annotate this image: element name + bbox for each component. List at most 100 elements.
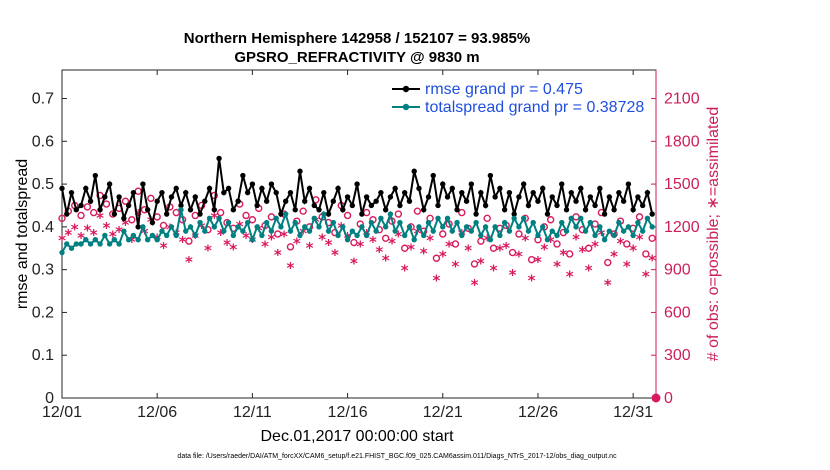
totalspread-point	[135, 237, 141, 243]
rmse-point	[578, 185, 584, 192]
totalspread-point	[587, 219, 594, 226]
y2-tick-label: 1200	[664, 219, 700, 236]
rmse-point	[644, 189, 651, 196]
totalspread-point	[368, 219, 375, 226]
obs-possible-point	[477, 237, 485, 245]
totalspread-point	[601, 237, 608, 243]
totalspread-point	[487, 237, 494, 243]
rmse-point	[263, 198, 270, 204]
rmse-point	[83, 185, 89, 192]
totalspread-point	[130, 232, 137, 239]
obs-assimilated-point: *	[96, 209, 104, 227]
rmse-point	[387, 194, 394, 200]
totalspread-point	[630, 232, 636, 239]
totalspread-point	[397, 219, 403, 226]
rmse-point	[235, 198, 241, 204]
obs-assimilated-point: *	[280, 227, 288, 245]
totalspread-point	[178, 207, 184, 213]
obs-possible-point	[242, 211, 250, 220]
totalspread-point	[354, 232, 360, 239]
y2-axis-label: # of obs: o=possible; ∗=assimilated	[705, 107, 722, 361]
rmse-point	[511, 211, 517, 217]
totalspread-point	[635, 219, 641, 226]
totalspread-point	[559, 219, 565, 226]
x-tick-label: 12/26	[518, 404, 558, 421]
rmse-point	[168, 194, 175, 200]
totalspread-point	[582, 228, 589, 234]
obs-assimilated-point: *	[648, 252, 656, 270]
obs-assimilated-point: *	[318, 230, 326, 248]
obs-possible-point	[458, 208, 466, 217]
x-axis-label: Dec.01,2017 00:00:00 start	[260, 428, 454, 445]
obs-assimilated-point: *	[210, 209, 218, 227]
totalspread-point	[68, 245, 75, 251]
rmse-point	[111, 211, 118, 217]
totalspread-point	[363, 232, 370, 239]
rmse-point	[87, 198, 94, 204]
rmse-point	[68, 189, 75, 196]
totalspread-point	[416, 224, 422, 230]
obs-assimilated-point: *	[299, 225, 307, 243]
totalspread-point	[463, 224, 470, 230]
legend: rmse grand pr = 0.475 totalspread grand …	[390, 80, 648, 116]
obs-assimilated-point: *	[585, 262, 593, 280]
obs-assimilated-point: *	[477, 255, 485, 273]
rmse-point	[601, 211, 608, 217]
rmse-point	[625, 181, 632, 187]
obs-assimilated-point: *	[382, 252, 390, 270]
rmse-point	[406, 198, 413, 204]
totalspread-point	[563, 228, 570, 234]
rmse-point	[335, 185, 341, 192]
totalspread-point	[183, 228, 189, 234]
rmse-point	[121, 215, 127, 222]
totalspread-point	[149, 232, 156, 239]
rmse-point	[478, 189, 484, 196]
rmse-point	[620, 198, 627, 204]
obs-assimilated-point: *	[439, 247, 447, 265]
obs-assimilated-point: *	[198, 219, 206, 237]
rmse-point	[540, 185, 546, 192]
rmse-point	[216, 155, 222, 162]
obs-assimilated-point: *	[204, 242, 212, 260]
rmse-point	[144, 207, 151, 213]
obs-possible-point	[585, 244, 593, 252]
totalspread-point	[306, 228, 313, 234]
obs-assimilated-point: *	[553, 257, 561, 275]
totalspread-point	[378, 215, 384, 222]
series-lines	[59, 155, 655, 256]
rmse-point	[635, 194, 641, 200]
rmse-point	[392, 185, 398, 192]
obs-assimilated-point: *	[604, 276, 612, 294]
totalspread-point	[544, 237, 551, 243]
totalspread-point	[406, 224, 413, 230]
totalspread-point	[173, 232, 179, 239]
obs-possible-point	[508, 248, 517, 257]
obs-assimilated-point: *	[267, 230, 275, 248]
y2-tick-label: 300	[664, 347, 691, 364]
obs-assimilated-point: *	[432, 272, 440, 290]
rmse-point	[359, 211, 365, 217]
totalspread-point	[506, 228, 513, 234]
y-tick-label: 0	[45, 390, 54, 407]
totalspread-point	[411, 237, 417, 243]
rmse-point	[363, 194, 370, 200]
rmse-point	[411, 168, 417, 174]
obs-possible-point	[527, 255, 536, 264]
rmse-point	[173, 185, 179, 192]
obs-possible-point	[451, 240, 460, 248]
rmse-point	[97, 207, 103, 213]
y-tick-label: 0.4	[32, 219, 54, 236]
rmse-point	[525, 202, 532, 209]
totalspread-point	[73, 241, 79, 247]
obs-assimilated-point: *	[617, 235, 625, 253]
obs-assimilated-point: *	[502, 239, 510, 257]
obs-assimilated-point: *	[356, 237, 364, 255]
obs-possible-point	[102, 200, 111, 208]
chart-title: Northern Hemisphere 142958 / 152107 = 93…	[184, 30, 530, 47]
totalspread-point	[192, 232, 198, 239]
totalspread-point	[83, 237, 89, 243]
rmse-point	[306, 185, 313, 192]
totalspread-point	[221, 228, 227, 234]
obs-assimilated-point: *	[445, 237, 453, 255]
rmse-point	[444, 194, 451, 200]
